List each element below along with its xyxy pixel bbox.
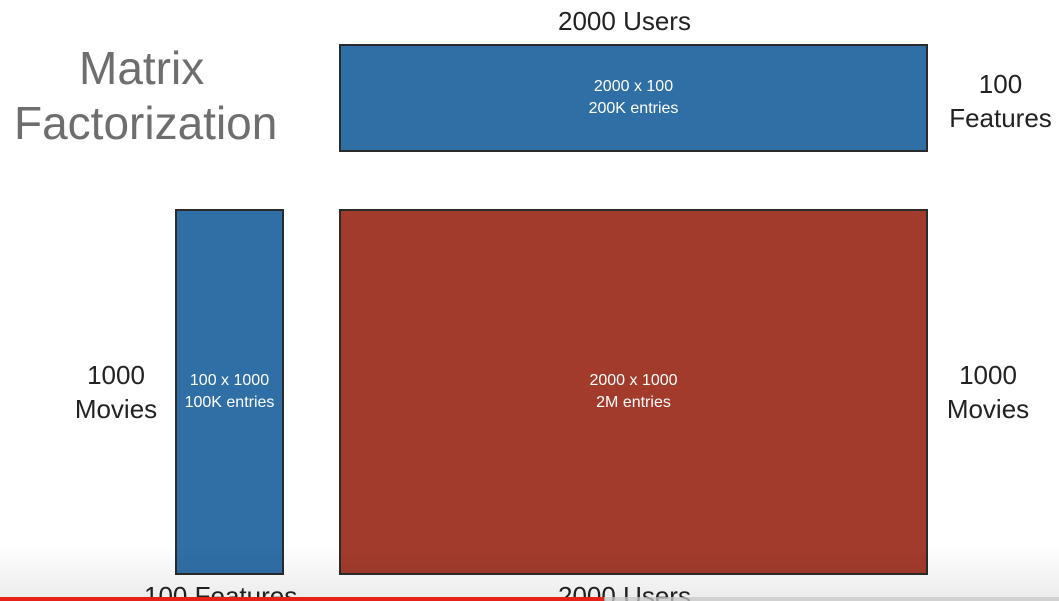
movie-feature-matrix-dimensions: 100 x 1000 <box>189 372 270 390</box>
top-users-label: 2000 Users <box>558 6 691 36</box>
left-movies-label: 1000 Movies <box>64 359 168 427</box>
bottom-features-label: 100 Features <box>144 581 298 601</box>
right-movies-label: 1000 Movies <box>936 359 1040 427</box>
slide-title-line-2: Factorization <box>14 97 278 149</box>
ratings-matrix: 2000 x 1000 2M entries <box>339 209 928 575</box>
right-movies-number: 1000 <box>959 360 1017 390</box>
user-feature-matrix-entries: 200K entries <box>588 100 679 117</box>
right-top-features-label: 100 Features <box>942 68 1059 136</box>
video-progress-fill <box>0 597 604 601</box>
movie-feature-matrix-entries: 100K entries <box>184 394 275 411</box>
video-progress-bar[interactable] <box>0 597 1059 601</box>
right-movies-word: Movies <box>946 393 1030 424</box>
user-feature-matrix: 2000 x 100 200K entries <box>339 44 928 152</box>
user-feature-matrix-dimensions: 2000 x 100 <box>593 78 674 96</box>
bottom-users-label: 2000 Users <box>558 581 691 601</box>
slide-title-line-1: Matrix <box>79 42 205 94</box>
ratings-matrix-dimensions: 2000 x 1000 <box>589 372 678 390</box>
left-movies-number: 1000 <box>87 360 145 390</box>
movie-feature-matrix: 100 x 1000 100K entries <box>175 209 284 575</box>
right-top-features-word: Features <box>949 102 1052 133</box>
ratings-matrix-entries: 2M entries <box>596 394 671 411</box>
right-top-features-number: 100 <box>978 69 1023 99</box>
left-movies-word: Movies <box>74 393 158 424</box>
